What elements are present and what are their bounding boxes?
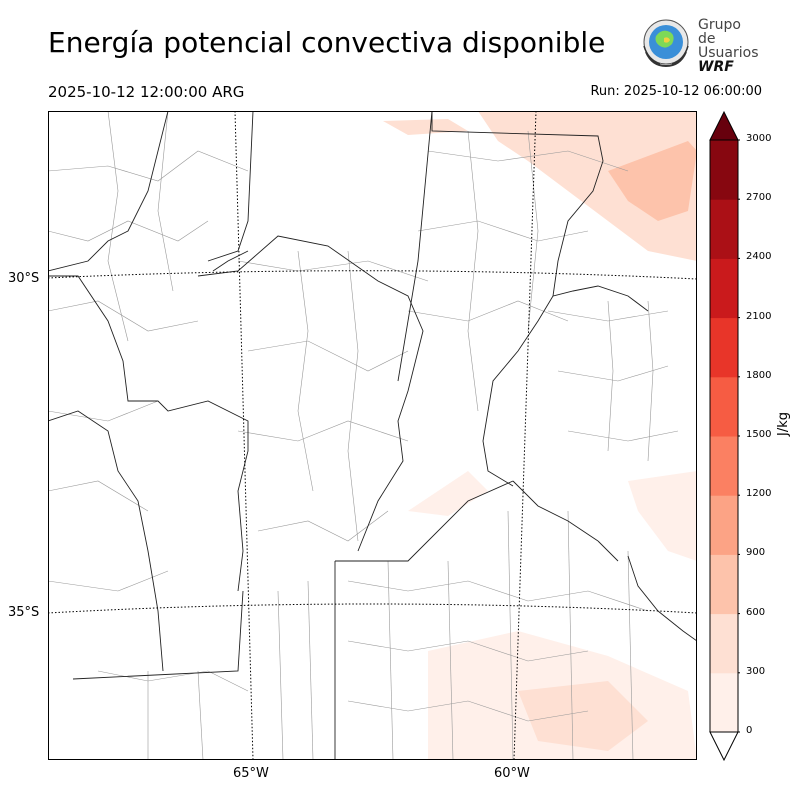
department-boundaries xyxy=(48,111,679,760)
lat-label-30s: 30°S xyxy=(8,271,40,286)
graticule-lat-30 xyxy=(48,270,697,280)
colorbar-label: J/kg xyxy=(776,412,791,436)
colorbar-band xyxy=(710,436,738,496)
colorbar-band xyxy=(710,199,738,259)
colorbar-extend-over xyxy=(709,110,739,141)
colorbar-band xyxy=(710,258,738,319)
colorbar-tick-label: 2100 xyxy=(746,310,772,322)
cape-shading xyxy=(383,111,697,760)
colorbar-tick-label: 600 xyxy=(746,606,766,618)
logo-line-1: Grupo de xyxy=(698,17,741,47)
colorbar-tick-label: 3000 xyxy=(746,133,772,144)
colorbar-tick-label: 900 xyxy=(746,547,766,559)
lat-label-35s: 35°S xyxy=(8,605,40,620)
graticule xyxy=(48,111,697,760)
colorbar-tick-label: 1800 xyxy=(746,369,772,381)
logo-line-2: Usuarios xyxy=(698,45,759,61)
colorbar-band xyxy=(710,317,738,378)
colorbar-band xyxy=(710,613,738,674)
cape-map xyxy=(48,111,697,760)
logo-globe-icon xyxy=(643,19,689,68)
run-time: Run: 2025-10-12 06:00:00 xyxy=(590,84,762,99)
map-frame xyxy=(48,111,697,760)
cape-area-northeast xyxy=(478,111,697,261)
chart-title: Energía potencial convectiva disponible xyxy=(48,26,606,59)
colorbar-tick-label: 2700 xyxy=(746,192,772,204)
valid-time: 2025-10-12 12:00:00 ARG xyxy=(48,83,245,101)
graticule-lat-35 xyxy=(48,603,697,614)
colorbar-band xyxy=(710,495,738,555)
colorbar-tick-label: 0 xyxy=(746,725,753,736)
logo-line-3: WRF xyxy=(698,59,734,75)
lon-label-60w: 60°W xyxy=(494,766,530,781)
colorbar-tick-label: 2400 xyxy=(746,251,772,263)
colorbar-extend-under xyxy=(709,731,739,762)
colorbar-band xyxy=(710,672,738,733)
province-boundaries xyxy=(48,111,697,760)
colorbar-tick-label: 1500 xyxy=(746,429,772,440)
colorbar-tick-label: 300 xyxy=(746,665,766,677)
wrf-logo: Grupo de Usuarios WRF xyxy=(638,16,759,74)
cape-area-central xyxy=(408,471,488,516)
colorbar-tick-label: 1200 xyxy=(746,488,772,500)
lon-label-65w: 65°W xyxy=(233,766,269,781)
colorbar-band xyxy=(710,140,738,200)
cape-area-south-core xyxy=(518,681,648,751)
logo-text: Grupo de Usuarios WRF xyxy=(698,18,759,74)
colorbar xyxy=(709,110,740,762)
cape-area-east xyxy=(628,471,697,561)
cape-area-northeast-core xyxy=(608,141,697,221)
colorbar-band xyxy=(710,376,738,437)
colorbar-band xyxy=(710,554,738,615)
